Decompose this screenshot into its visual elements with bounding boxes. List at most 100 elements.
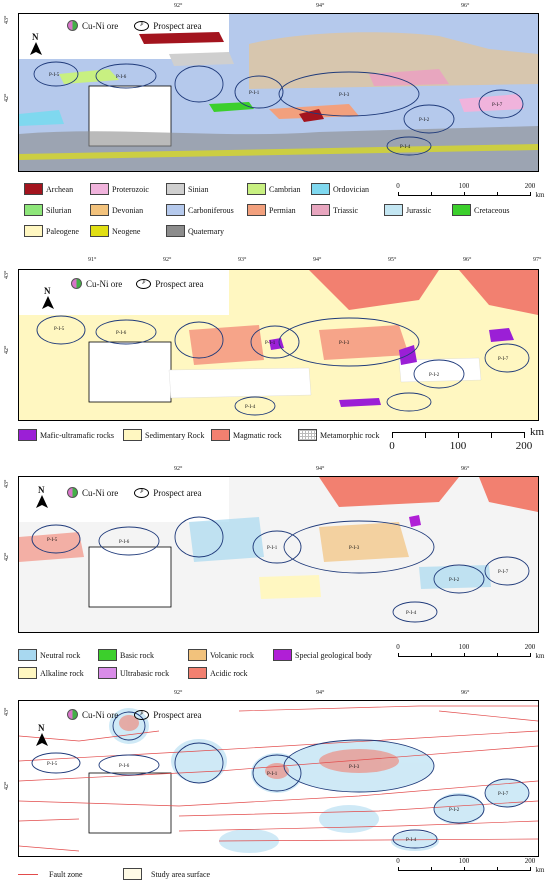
legend-swatch (24, 204, 43, 216)
lon-label: 92° (174, 3, 183, 9)
scale-bar: 0 100 200 km (396, 182, 544, 202)
cu-ni-ore-icon (67, 20, 78, 31)
area-label: P-I-1 (267, 772, 278, 777)
legend-swatch (123, 429, 142, 441)
legend-item: Basic rock (98, 649, 154, 661)
lon-label: 94° (313, 257, 322, 263)
scale-label: 200 (524, 182, 536, 190)
lon-label: 96° (463, 257, 472, 263)
area-label: P-I-7 (498, 357, 509, 362)
legend-item: Devonian (90, 204, 143, 216)
area-label: P-I-4 (400, 145, 411, 150)
north-label: N (44, 286, 51, 296)
north-arrow: N (33, 485, 51, 509)
ore-label: Cu-Ni ore (86, 278, 123, 289)
scale-bar: 0 100 200 km (396, 643, 544, 663)
legend-item: Silurian (24, 204, 71, 216)
legend-item: Cretaceous (452, 204, 510, 216)
prospect-label: Prospect area (155, 278, 204, 289)
lon-label: 96° (461, 3, 470, 9)
north-arrow-icon (36, 495, 48, 508)
legend-item: Triassic (311, 204, 358, 216)
legend: Fault zone Study area surface (18, 868, 318, 884)
legend-swatch (98, 649, 117, 661)
legend-swatch (18, 667, 37, 679)
lat-label: 42° (4, 552, 10, 561)
lat-label: 42° (4, 93, 10, 102)
scale-unit: km (535, 191, 545, 199)
legend-swatch (18, 429, 37, 441)
prospect-area-icon: P (134, 487, 150, 498)
legend-item: Carboniferous (166, 204, 234, 216)
area-label: P-I-1 (267, 546, 278, 551)
legend-item: Study area surface (123, 868, 210, 880)
legend-item: Sedimentary Rock (123, 429, 204, 441)
legend-item: Special geological body (273, 649, 372, 661)
scale-label: 0 (396, 857, 400, 865)
area-label: P-I-3 (339, 341, 350, 346)
lon-label: 96° (461, 690, 470, 696)
area-label: P-I-7 (492, 103, 503, 108)
area-label: P-I-5 (49, 73, 60, 78)
legend-swatch (166, 204, 185, 216)
area-label: P-I-2 (449, 578, 460, 583)
legend-swatch (123, 868, 142, 880)
area-label: P-I-5 (47, 538, 58, 543)
north-arrow: N (33, 723, 51, 747)
north-arrow-icon (42, 296, 54, 309)
area-label: P-I-1 (249, 91, 260, 96)
legend-swatch (98, 667, 117, 679)
map-canvas: P-I-5 P-I-6 P-I-1 P-I-3 P-I-7 P-I-2 P-I-… (19, 270, 538, 420)
panel-lithology: 91° 92° 93° 94° 95° 96° 97° 43° 42° (0, 252, 550, 452)
area-label: P-I-6 (116, 75, 127, 80)
lon-label: 94° (316, 690, 325, 696)
cu-ni-ore-icon (71, 278, 82, 289)
legend-swatch (211, 429, 230, 441)
area-label: P-I-2 (449, 808, 460, 813)
legend-swatch (311, 204, 330, 216)
panel-rock-type: 92° 94° 96° 43° 42° (0, 466, 550, 679)
prospect-label: Prospect area (153, 20, 202, 31)
north-label: N (38, 723, 45, 733)
ore-legend: Cu-Ni ore P Prospect area (71, 278, 203, 289)
lon-label: 96° (461, 466, 470, 472)
scale-unit: km (535, 652, 545, 660)
legend-swatch (166, 225, 185, 237)
legend-item: Ordovician (311, 183, 369, 195)
prospect-area-icon: P (134, 709, 150, 720)
area-label: P-I-4 (245, 405, 256, 410)
panel-faults: 92° 94° 96° 43° 42° (0, 690, 550, 885)
legend-item: Sinian (166, 183, 208, 195)
lon-label: 97° (533, 257, 542, 263)
scale-bar: 0 100 200 km (389, 426, 544, 462)
legend-swatch (18, 874, 38, 875)
legend-swatch (90, 204, 109, 216)
legend-item: Volcanic rock (188, 649, 254, 661)
lithology-map: P-I-5 P-I-6 P-I-1 P-I-3 P-I-7 P-I-2 P-I-… (18, 269, 539, 421)
legend-swatch (311, 183, 330, 195)
area-label: P-I-6 (116, 331, 127, 336)
map-canvas: P-I-5 P-I-6 P-I-1 P-I-3 P-I-7 P-I-2 P-I-… (19, 477, 538, 632)
lat-label: 42° (4, 781, 10, 790)
scale-bar: 0 100 200 km (396, 857, 544, 877)
legend-swatch (24, 183, 43, 195)
prospect-area-icon: P (136, 278, 152, 289)
legend-item: Archean (24, 183, 73, 195)
area-label: P-I-6 (119, 764, 130, 769)
lat-label: 43° (4, 479, 10, 488)
legend-item: Jurassic (384, 204, 431, 216)
ore-legend: Cu-Ni ore P Prospect area (67, 20, 201, 31)
legend-swatch (24, 225, 43, 237)
scale-label: 100 (458, 643, 470, 651)
map-canvas: P-I-5 P-I-6 P-I-1 P-I-3 P-I-7 P-I-2 P-I-… (19, 701, 538, 856)
rock-type-map: P-I-5 P-I-6 P-I-1 P-I-3 P-I-7 P-I-2 P-I-… (18, 476, 539, 633)
legend-item: Neogene (90, 225, 140, 237)
lon-label: 91° (88, 257, 97, 263)
legend-item: Permian (247, 204, 296, 216)
lon-label: 95° (388, 257, 397, 263)
legend-item: Paleogene (24, 225, 79, 237)
legend-item: Cambrian (247, 183, 301, 195)
scale-unit: km (529, 426, 545, 438)
scale-unit: km (535, 866, 545, 874)
legend: Archean Proterozoic Sinian Cambrian Ordo… (24, 183, 510, 238)
